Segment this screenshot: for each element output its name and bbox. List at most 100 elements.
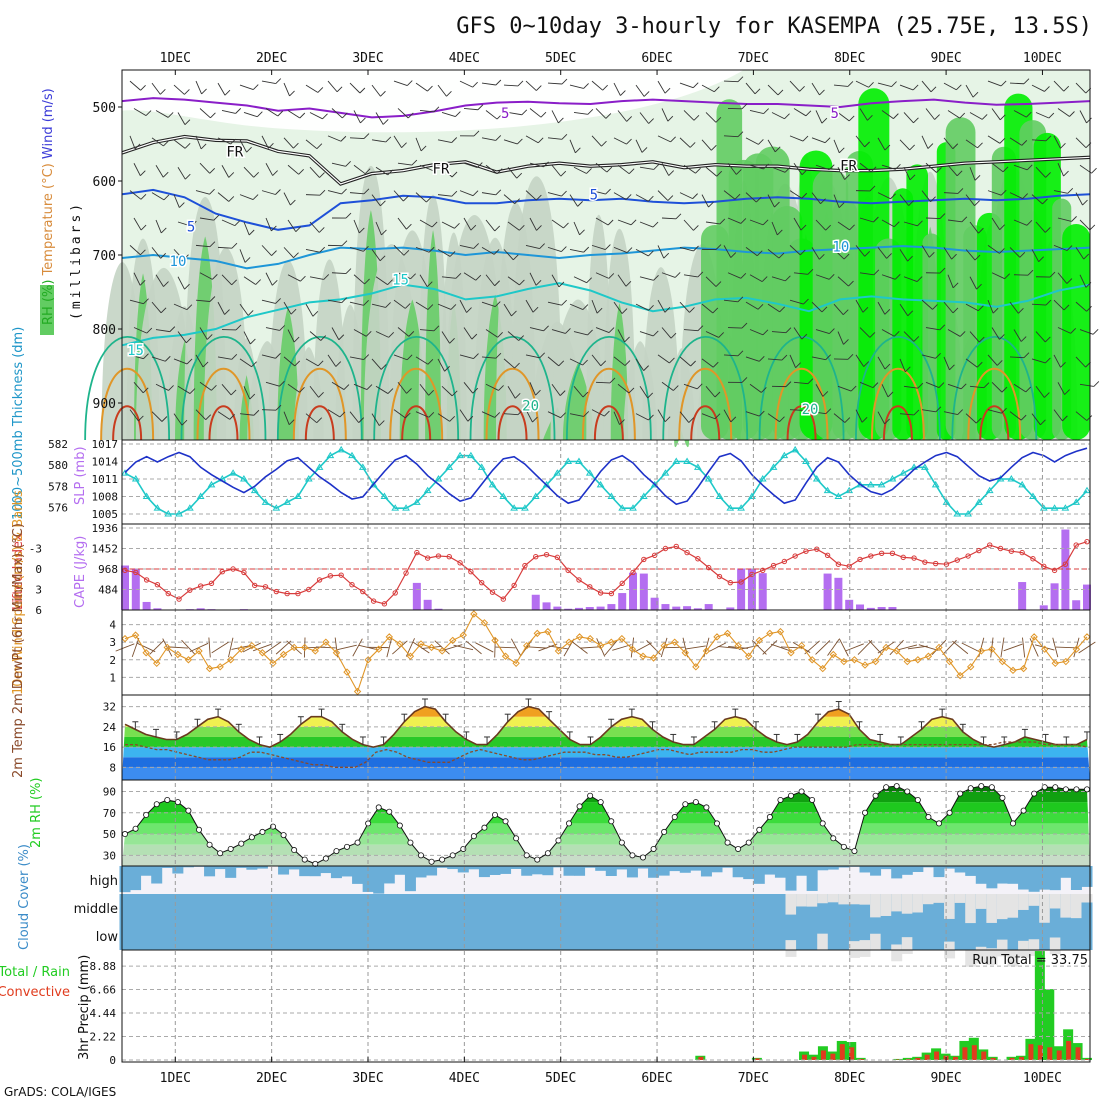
rh-marker [809,796,816,803]
cloud-high-bar [753,866,765,884]
cloud-mid-low-bar [341,894,353,950]
upper-wind-barb [899,358,906,373]
wind-barb [664,646,685,649]
wind-barb [131,637,140,658]
upper-wind-barb [397,162,412,166]
upper-wind-barb [1031,84,1045,92]
li-marker [619,580,625,587]
precip-conv-bar [1018,1056,1024,1060]
warm-contour [690,405,721,441]
upper-wind-barb [881,164,896,170]
cape-bar [845,599,854,610]
rh-marker [735,845,742,852]
upper-wind-barb [155,383,169,391]
wind-barb [1034,644,1055,651]
cloud-mid-low-bar [658,894,670,950]
panel-frame-7 [121,949,1091,1063]
upper-wind-barb-flag [955,84,962,91]
upper-wind-barb [265,108,279,117]
upper-wind-barb-flag [807,378,814,385]
upper-wind-barb [815,164,830,171]
upper-wind-barb [437,413,450,422]
upper-wind-barb [569,84,584,89]
slp-marker [272,504,281,511]
cloud-high-bar [500,866,512,874]
upper-wind-barb [305,194,321,196]
upper-wind-barb [353,164,366,175]
upper-wind-barb-flag [202,361,209,368]
cloud-high-bar [944,866,956,869]
upper-wind-barb [635,84,645,97]
slp-marker [1039,504,1048,511]
li-marker [554,554,561,561]
upper-wind-barb-flag [494,412,501,418]
wind-marker [427,643,436,652]
upper-wind-barb-flag [319,189,326,196]
temp-band [122,747,1090,758]
upper-wind-barb-flag [626,138,632,145]
cloud-mid-low-bar [764,894,776,950]
upper-wind-barb-flag [1067,187,1074,194]
slp-marker [596,480,605,488]
precip-conv-bar [971,1045,977,1060]
li-marker [306,586,312,593]
upper-wind-barb-flag [624,336,630,343]
rh-marker [428,858,435,865]
upper-wind-barb-flag [1060,361,1066,368]
cloud-gap [901,894,913,914]
cloud-high-bar [426,866,438,876]
wind-marker [174,650,182,659]
upper-wind-barb-flag [517,80,524,87]
li-marker [1073,542,1079,548]
warm-contour [979,405,1010,441]
upper-wind-barb [767,84,779,96]
upper-wind-barb-flag [561,133,568,140]
upper-wind-barb-flag [536,225,542,231]
upper-wind-barb [547,246,562,252]
upper-wind-barb [1035,112,1050,119]
wind-marker [396,640,404,648]
cloud-mid-low-bar [616,894,628,950]
wind-marker [491,636,499,645]
upper-wind-barb [811,137,826,144]
upper-wind-barb-flag [535,280,542,286]
upper-wind-barb-flag [235,324,242,331]
temp-band [122,716,1090,727]
upper-wind-barb [551,219,564,229]
upper-wind-barb-flag [893,221,900,228]
slp-marker [510,504,519,511]
li-marker [122,567,128,574]
cloud-high-bar [912,866,924,872]
cloud-mid-low-bar [246,894,258,950]
upper-wind-barb-flag [229,414,235,420]
cloud-high-bar [605,866,617,877]
upper-wind-barb-flag [842,309,849,315]
upper-wind-barb-flag [1026,164,1033,171]
temp-contour-4 [121,282,1091,347]
li-marker [241,569,247,576]
wind-barb [827,639,840,656]
upper-wind-barb-flag [740,218,747,224]
li-marker [1019,549,1025,556]
cape-bar [142,601,151,610]
cape-bar [1018,582,1027,610]
wind-marker [840,657,848,666]
upper-wind-barb [811,192,821,204]
precip-conv-bar [905,1058,911,1060]
upper-wind-barb-flag [730,416,737,423]
cloud-high-bar [531,866,543,875]
rh-band [122,844,1090,856]
upper-wind-barb [551,329,566,334]
temp-tick-32: 32 [103,701,116,714]
upper-wind-barb-flag [784,166,791,173]
cloud-mid-low-bar [891,894,903,950]
upper-wind-barb [287,164,299,175]
upper-wind-barb [723,409,732,423]
precip-conv-bar [915,1057,921,1060]
upper-wind-barb [261,80,276,85]
upper-wind-barb-flag [186,304,193,310]
cloud-mid-low-bar [278,894,290,950]
upper-wind-barb-flag [341,240,348,246]
upper-wind-barb [591,409,605,417]
upper-wind-barb-flag [540,111,547,118]
